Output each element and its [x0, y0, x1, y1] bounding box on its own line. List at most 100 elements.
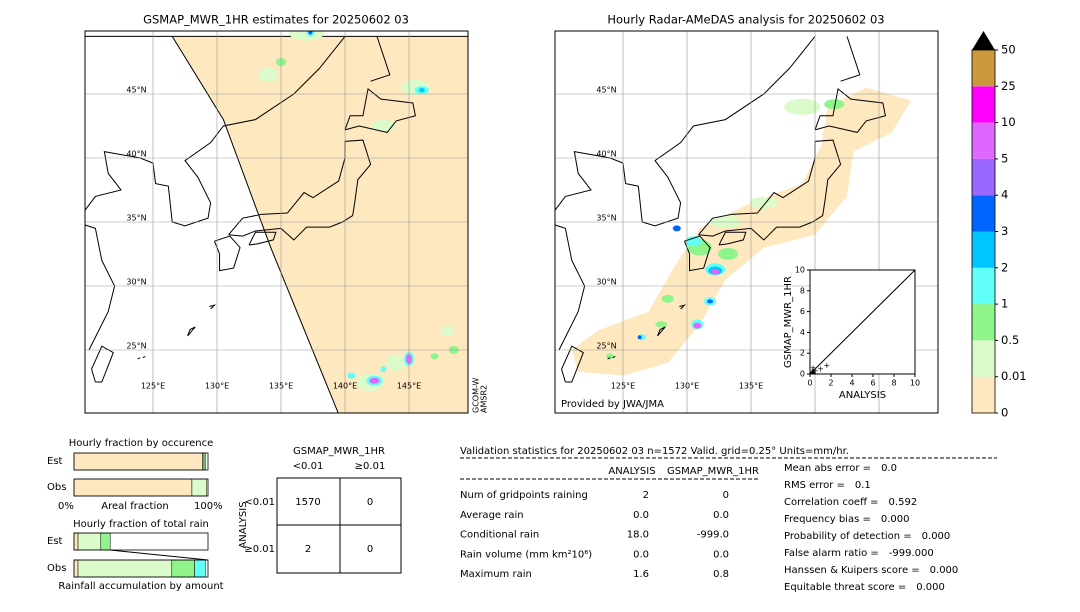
fraction-segment: [77, 532, 102, 551]
lat-label: 40°N: [596, 150, 616, 159]
score-label: Equitable threat score =: [784, 582, 906, 593]
table-title: GSMAP_MWR_1HR: [293, 446, 385, 457]
score-value: 0.000: [881, 514, 910, 525]
rain-area: [661, 294, 674, 303]
coastline: [142, 355, 146, 359]
rain-area: [430, 353, 439, 360]
coastline: [698, 139, 842, 241]
score: Equitable threat score = 0.000: [784, 582, 945, 593]
bar-frame: [73, 559, 209, 578]
score-label: Frequency bias =: [784, 514, 871, 525]
axis-right: 100%: [194, 501, 223, 512]
lon-label: 135°E: [739, 382, 763, 391]
lat-label: 40°N: [126, 150, 146, 159]
lon-label: 145°E: [397, 382, 421, 391]
rain-area: [672, 225, 681, 232]
fraction-segment: [203, 452, 206, 471]
colorbar-box: [972, 195, 995, 232]
x-tick-label: 8: [891, 379, 896, 388]
colorbar-box: [972, 158, 995, 196]
coastline: [683, 235, 711, 272]
coastline: [187, 326, 196, 337]
fraction-segment: [191, 478, 207, 497]
scatter-point: +: [817, 364, 824, 373]
score-value: -999.000: [889, 548, 934, 559]
stat-value: 0.0: [713, 549, 729, 560]
lat-label: 30°N: [596, 278, 616, 287]
rain-area: [369, 377, 380, 384]
satellite-label: GCOM-W AMSR2: [472, 377, 489, 413]
coastline: [561, 345, 584, 383]
score: Mean abs error = 0.0: [784, 463, 897, 474]
coastline: [85, 36, 346, 351]
y-axis-label: GSMAP_MWR_1HR: [783, 276, 794, 368]
colorbar-label: 3: [1001, 224, 1008, 238]
stat-value: 0: [723, 490, 729, 501]
panel-footer: Rainfall accumulation by amount: [58, 581, 223, 592]
rain-area: [606, 353, 615, 360]
colorbar-box: [972, 231, 995, 268]
score: Frequency bias = 0.000: [784, 514, 910, 525]
rain-area: [85, 35, 468, 413]
table-cell: 0: [367, 497, 373, 508]
score: Probability of detection = 0.000: [784, 531, 950, 542]
rain-area: [258, 67, 279, 82]
coastline: [718, 231, 747, 246]
map-frame: [554, 30, 939, 414]
score-value: 0.000: [922, 531, 951, 542]
rain-area: [749, 196, 778, 209]
score: False alarm ratio = -999.000: [784, 548, 934, 559]
diagonal: [809, 269, 916, 375]
lat-label: 30°N: [126, 278, 146, 287]
stat-value: 0.0: [633, 510, 649, 521]
colorbar-box: [972, 267, 995, 305]
rain-area: [380, 366, 387, 373]
rain-area: [693, 322, 702, 329]
colorbar-box: [972, 50, 995, 87]
score-value: 0.000: [916, 582, 945, 593]
score-label: Correlation coeff =: [784, 497, 879, 508]
x-tick-label: 2: [828, 379, 833, 388]
scatter-point: [810, 368, 816, 374]
map-title: Hourly Radar-AMeDAS analysis for 2025060…: [607, 13, 884, 27]
validation-header: Validation statistics for 20250602 03 n=…: [460, 446, 849, 457]
colorbar-label: 50: [1001, 43, 1016, 57]
fraction-segment: [73, 559, 79, 578]
rain-area: [308, 31, 313, 35]
colorbar-box: [972, 86, 995, 123]
fraction-segment: [73, 532, 79, 551]
colorbar-box: [972, 376, 995, 413]
stat-value: 1.6: [633, 569, 649, 580]
x-tick-label: 4: [849, 379, 854, 388]
score-value: 0.0: [881, 463, 897, 474]
x-tick-label: 6: [870, 379, 875, 388]
colorbar-label: 10: [1001, 115, 1016, 129]
fraction-segment: [77, 559, 173, 578]
colorbar-box: [972, 340, 995, 377]
rain-area: [655, 321, 668, 328]
coastline: [209, 304, 217, 310]
stat-value: 2: [643, 490, 649, 501]
stat-value: -999.0: [697, 530, 729, 541]
row-label: Est: [47, 536, 63, 547]
lon-label: 140°E: [333, 382, 357, 391]
table-cell: 0: [367, 544, 373, 555]
rain-area: [418, 88, 425, 93]
connector: [110, 549, 209, 561]
score-label: RMS error =: [784, 480, 845, 491]
y-tick-label: 2: [800, 349, 805, 358]
fraction-segment: [100, 532, 111, 551]
rain-area: [637, 335, 642, 340]
score-label: Mean abs error =: [784, 463, 871, 474]
score-value: 0.592: [889, 497, 918, 508]
axis-middle: Areal fraction: [101, 501, 168, 512]
lon-label: 130°E: [205, 382, 229, 391]
scatter-point: +: [823, 361, 830, 370]
stat-value: 0.0: [713, 510, 729, 521]
col-header: <0.01: [293, 461, 324, 472]
coastline: [612, 355, 616, 359]
col-header: ANALYSIS: [608, 466, 655, 477]
coastline: [344, 87, 416, 133]
